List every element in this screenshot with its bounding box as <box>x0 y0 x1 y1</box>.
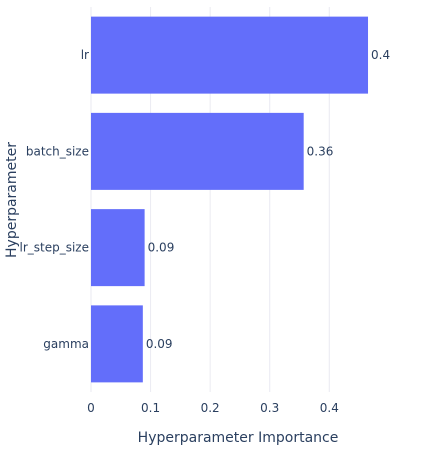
x-tick-label: 0.4 <box>320 401 339 415</box>
y-axis-title: Hyperparameter <box>4 142 20 258</box>
data-label: 0.09 <box>148 241 175 255</box>
y-tick-label: gamma <box>43 337 89 351</box>
data-label: 0.36 <box>307 144 334 158</box>
data-label: 0.4 <box>371 48 390 62</box>
x-tick-labels: 0 0.1 0.2 0.3 0.4 <box>87 401 339 415</box>
x-tick-label: 0 <box>87 401 95 415</box>
x-tick-label: 0.3 <box>260 401 279 415</box>
x-tick-label: 0.1 <box>141 401 160 415</box>
bar-gamma[interactable] <box>91 305 143 383</box>
bar-batch-size[interactable] <box>91 112 304 190</box>
bar-lr-step-size[interactable] <box>91 209 145 287</box>
data-labels: 0.4 0.36 0.09 0.09 <box>146 48 390 351</box>
x-tick-label: 0.2 <box>201 401 220 415</box>
y-tick-label: batch_size <box>26 144 89 158</box>
data-label: 0.09 <box>146 337 173 351</box>
x-axis-title: Hyperparameter Importance <box>138 430 339 446</box>
bars <box>91 16 369 383</box>
y-tick-label: lr_step_size <box>20 241 90 255</box>
y-tick-label: lr <box>81 48 89 62</box>
bar-lr[interactable] <box>91 16 369 94</box>
